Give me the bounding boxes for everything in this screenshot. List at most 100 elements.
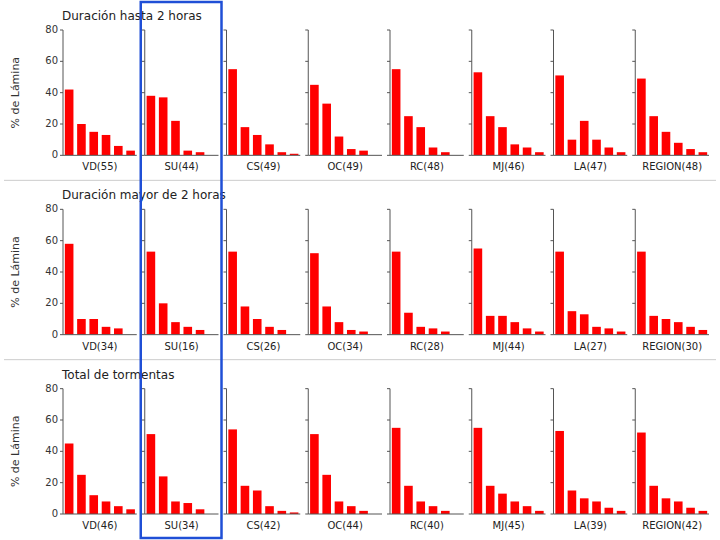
- y-tick: [142, 514, 145, 515]
- bar: [322, 306, 331, 334]
- x-axis-line: [145, 155, 219, 156]
- y-tick: [142, 303, 145, 304]
- bar: [416, 327, 425, 335]
- bars: [310, 434, 368, 514]
- y-tick: [387, 92, 390, 93]
- y-tick: [142, 209, 145, 210]
- subplot: MJ(44): [469, 209, 546, 351]
- x-axis-line: [63, 514, 137, 515]
- y-tick: [632, 124, 635, 125]
- y-tick: [469, 303, 472, 304]
- bars: [474, 249, 544, 335]
- bar: [89, 132, 98, 156]
- y-tick: [305, 30, 308, 31]
- y-tick: [469, 334, 472, 335]
- bar: [498, 494, 507, 514]
- x-axis-line: [390, 514, 464, 515]
- y-tick: [305, 514, 308, 515]
- bar: [416, 127, 425, 155]
- bar: [183, 327, 192, 335]
- bar: [89, 495, 98, 514]
- bar: [510, 322, 519, 335]
- station-label: VD(46): [82, 520, 117, 531]
- bars: [555, 252, 625, 335]
- bar: [347, 330, 356, 335]
- bar: [498, 127, 507, 155]
- bar: [662, 319, 671, 335]
- x-axis-line: [390, 155, 464, 156]
- subplot: SU(34): [142, 389, 219, 531]
- y-tick: [224, 303, 227, 304]
- bars: [555, 75, 625, 155]
- y-tick: [305, 451, 308, 452]
- subplot: RC(48): [387, 30, 464, 172]
- highlight-box: [141, 2, 222, 538]
- row-panel: Total de tormentas% de Lámina020406080VD…: [4, 360, 716, 531]
- x-axis-line: [635, 155, 709, 156]
- y-tick: [387, 514, 390, 515]
- y-tick: [551, 514, 554, 515]
- y-tick: [305, 420, 308, 421]
- y-tick: [632, 272, 635, 273]
- y-tick: [551, 272, 554, 273]
- bar: [523, 506, 532, 514]
- subplot: MJ(46): [469, 30, 546, 172]
- y-tick: [632, 30, 635, 31]
- y-tick: [142, 124, 145, 125]
- station-label: LA(47): [574, 161, 607, 172]
- station-label: SU(34): [165, 520, 199, 531]
- y-tick: [305, 272, 308, 273]
- subplot: OC(34): [305, 209, 382, 351]
- y-tick: [224, 92, 227, 93]
- bars: [65, 244, 123, 335]
- y-tick: [224, 240, 227, 241]
- bar: [196, 509, 205, 514]
- row-title: Duración hasta 2 horas: [62, 9, 202, 23]
- y-tick: [387, 334, 390, 335]
- station-label: RC(40): [410, 520, 444, 531]
- y-tick: [60, 124, 63, 125]
- bar: [674, 322, 683, 335]
- bar: [310, 85, 319, 155]
- y-tick: [632, 209, 635, 210]
- y-tick: [387, 30, 390, 31]
- bar: [592, 501, 601, 514]
- y-tick: [142, 420, 145, 421]
- bar: [253, 491, 262, 515]
- bar: [89, 319, 98, 335]
- y-tick: [305, 92, 308, 93]
- bar: [592, 140, 601, 156]
- bar: [253, 319, 262, 335]
- bar: [674, 143, 683, 156]
- y-tick-label: 20: [45, 118, 58, 129]
- station-label: MJ(45): [493, 520, 525, 531]
- y-tick: [469, 388, 472, 389]
- bar: [605, 148, 614, 156]
- x-axis-line: [227, 334, 301, 335]
- subplot: RC(28): [387, 209, 464, 351]
- bar: [359, 151, 368, 156]
- y-tick: [305, 155, 308, 156]
- x-axis-line: [472, 334, 546, 335]
- y-tick-label: 80: [45, 383, 58, 394]
- subplot: REGION(42): [632, 389, 709, 531]
- y-tick: [387, 272, 390, 273]
- bars: [392, 69, 450, 155]
- y-axis-label: % de Lámina: [9, 236, 22, 308]
- row-separator: [4, 359, 716, 360]
- y-tick: [632, 92, 635, 93]
- bar: [649, 316, 658, 335]
- y-tick: [142, 482, 145, 483]
- bar: [183, 503, 192, 514]
- bar: [77, 475, 86, 514]
- y-tick: [224, 155, 227, 156]
- y-tick-label: 0: [52, 329, 58, 340]
- bar: [347, 149, 356, 155]
- y-tick: [305, 482, 308, 483]
- bars: [392, 252, 450, 335]
- y-tick: [60, 334, 63, 335]
- bar: [486, 316, 495, 335]
- x-axis-line: [145, 514, 219, 515]
- bar: [171, 322, 180, 335]
- y-tick-label: 0: [52, 149, 58, 160]
